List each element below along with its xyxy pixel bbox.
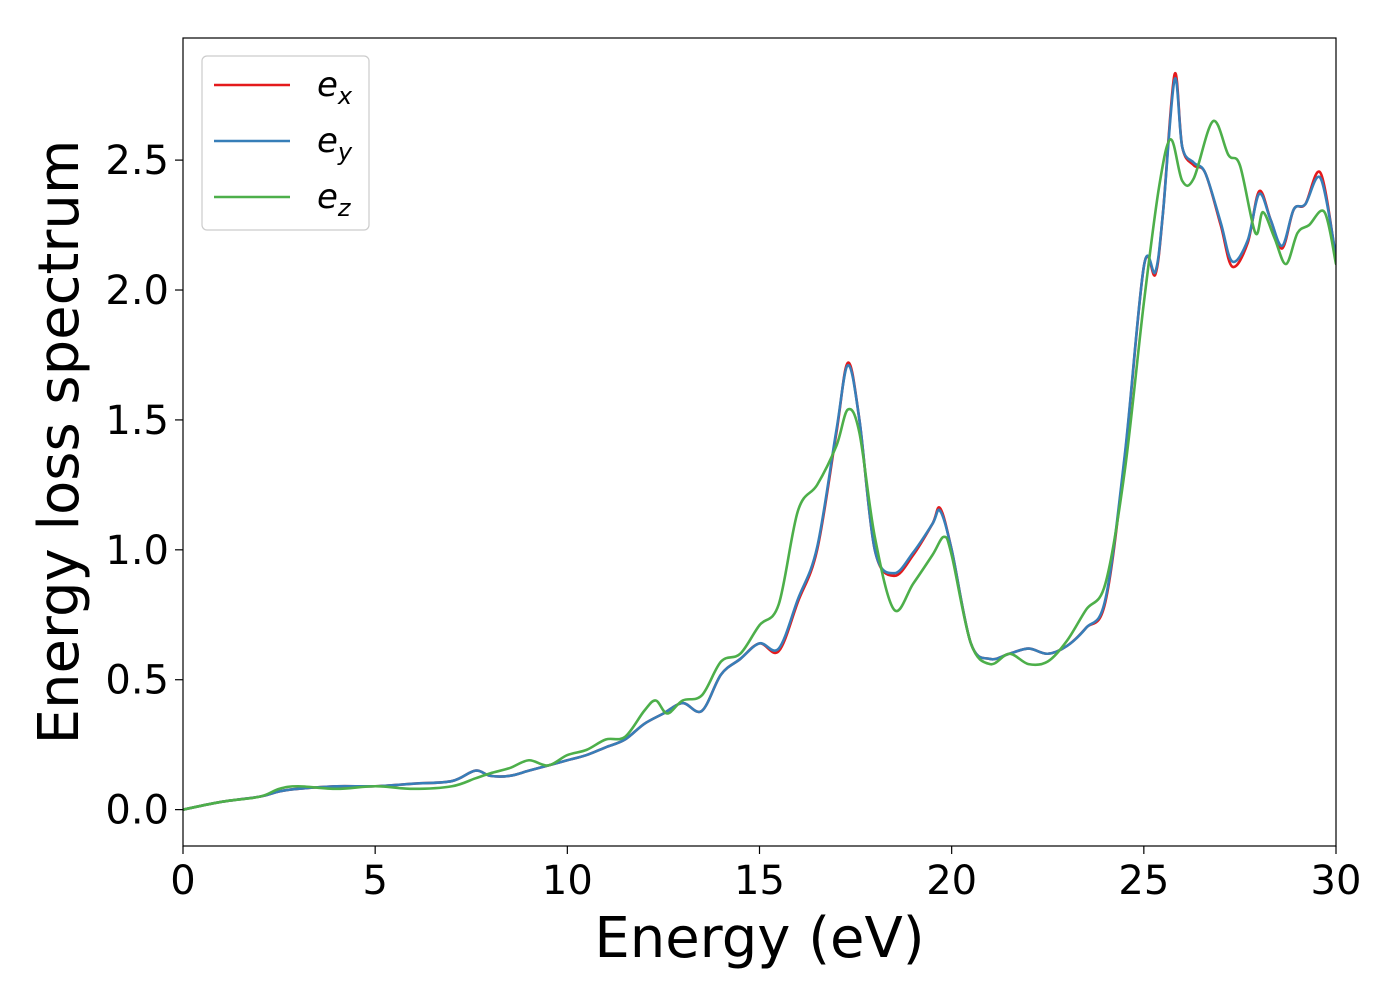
legend-label-e-x: ex xyxy=(317,65,353,110)
x-axis-label: Energy (eV) xyxy=(594,906,924,971)
x-tick-label: 20 xyxy=(926,858,977,904)
series-line-e-y xyxy=(183,77,1336,811)
y-tick-label: 2.0 xyxy=(105,268,169,314)
legend-label-subscript: y xyxy=(337,138,353,166)
x-tick-label: 15 xyxy=(734,858,785,904)
y-tick-label: 1.0 xyxy=(105,528,169,574)
legend-label-subscript: z xyxy=(337,194,352,222)
x-tick-label: 30 xyxy=(1311,858,1362,904)
x-tick-label: 0 xyxy=(170,858,195,904)
legend-label-base: e xyxy=(317,65,338,105)
y-tick-label: 2.5 xyxy=(105,138,169,184)
x-tick-label: 10 xyxy=(542,858,593,904)
legend-label-e-y: ey xyxy=(317,121,353,166)
x-axis-ticks: 0 5 10 15 20 25 30 xyxy=(170,846,1361,904)
legend-label-subscript: x xyxy=(337,82,353,110)
y-axis-ticks: 0.0 0.5 1.0 1.5 2.0 2.5 xyxy=(105,138,183,834)
legend-box xyxy=(201,55,370,231)
y-axis-label: Energy loss spectrum xyxy=(27,140,92,745)
series-layer xyxy=(183,72,1336,811)
y-tick-label: 0.0 xyxy=(105,788,169,834)
y-tick-label: 0.5 xyxy=(105,658,169,704)
x-tick-label: 5 xyxy=(362,858,387,904)
legend-label-base: e xyxy=(317,177,338,217)
series-line-e-z xyxy=(183,119,1336,811)
y-tick-label: 1.5 xyxy=(105,398,169,444)
legend-label-e-z: ez xyxy=(317,177,352,222)
legend-label-base: e xyxy=(317,121,338,161)
x-tick-label: 25 xyxy=(1118,858,1169,904)
